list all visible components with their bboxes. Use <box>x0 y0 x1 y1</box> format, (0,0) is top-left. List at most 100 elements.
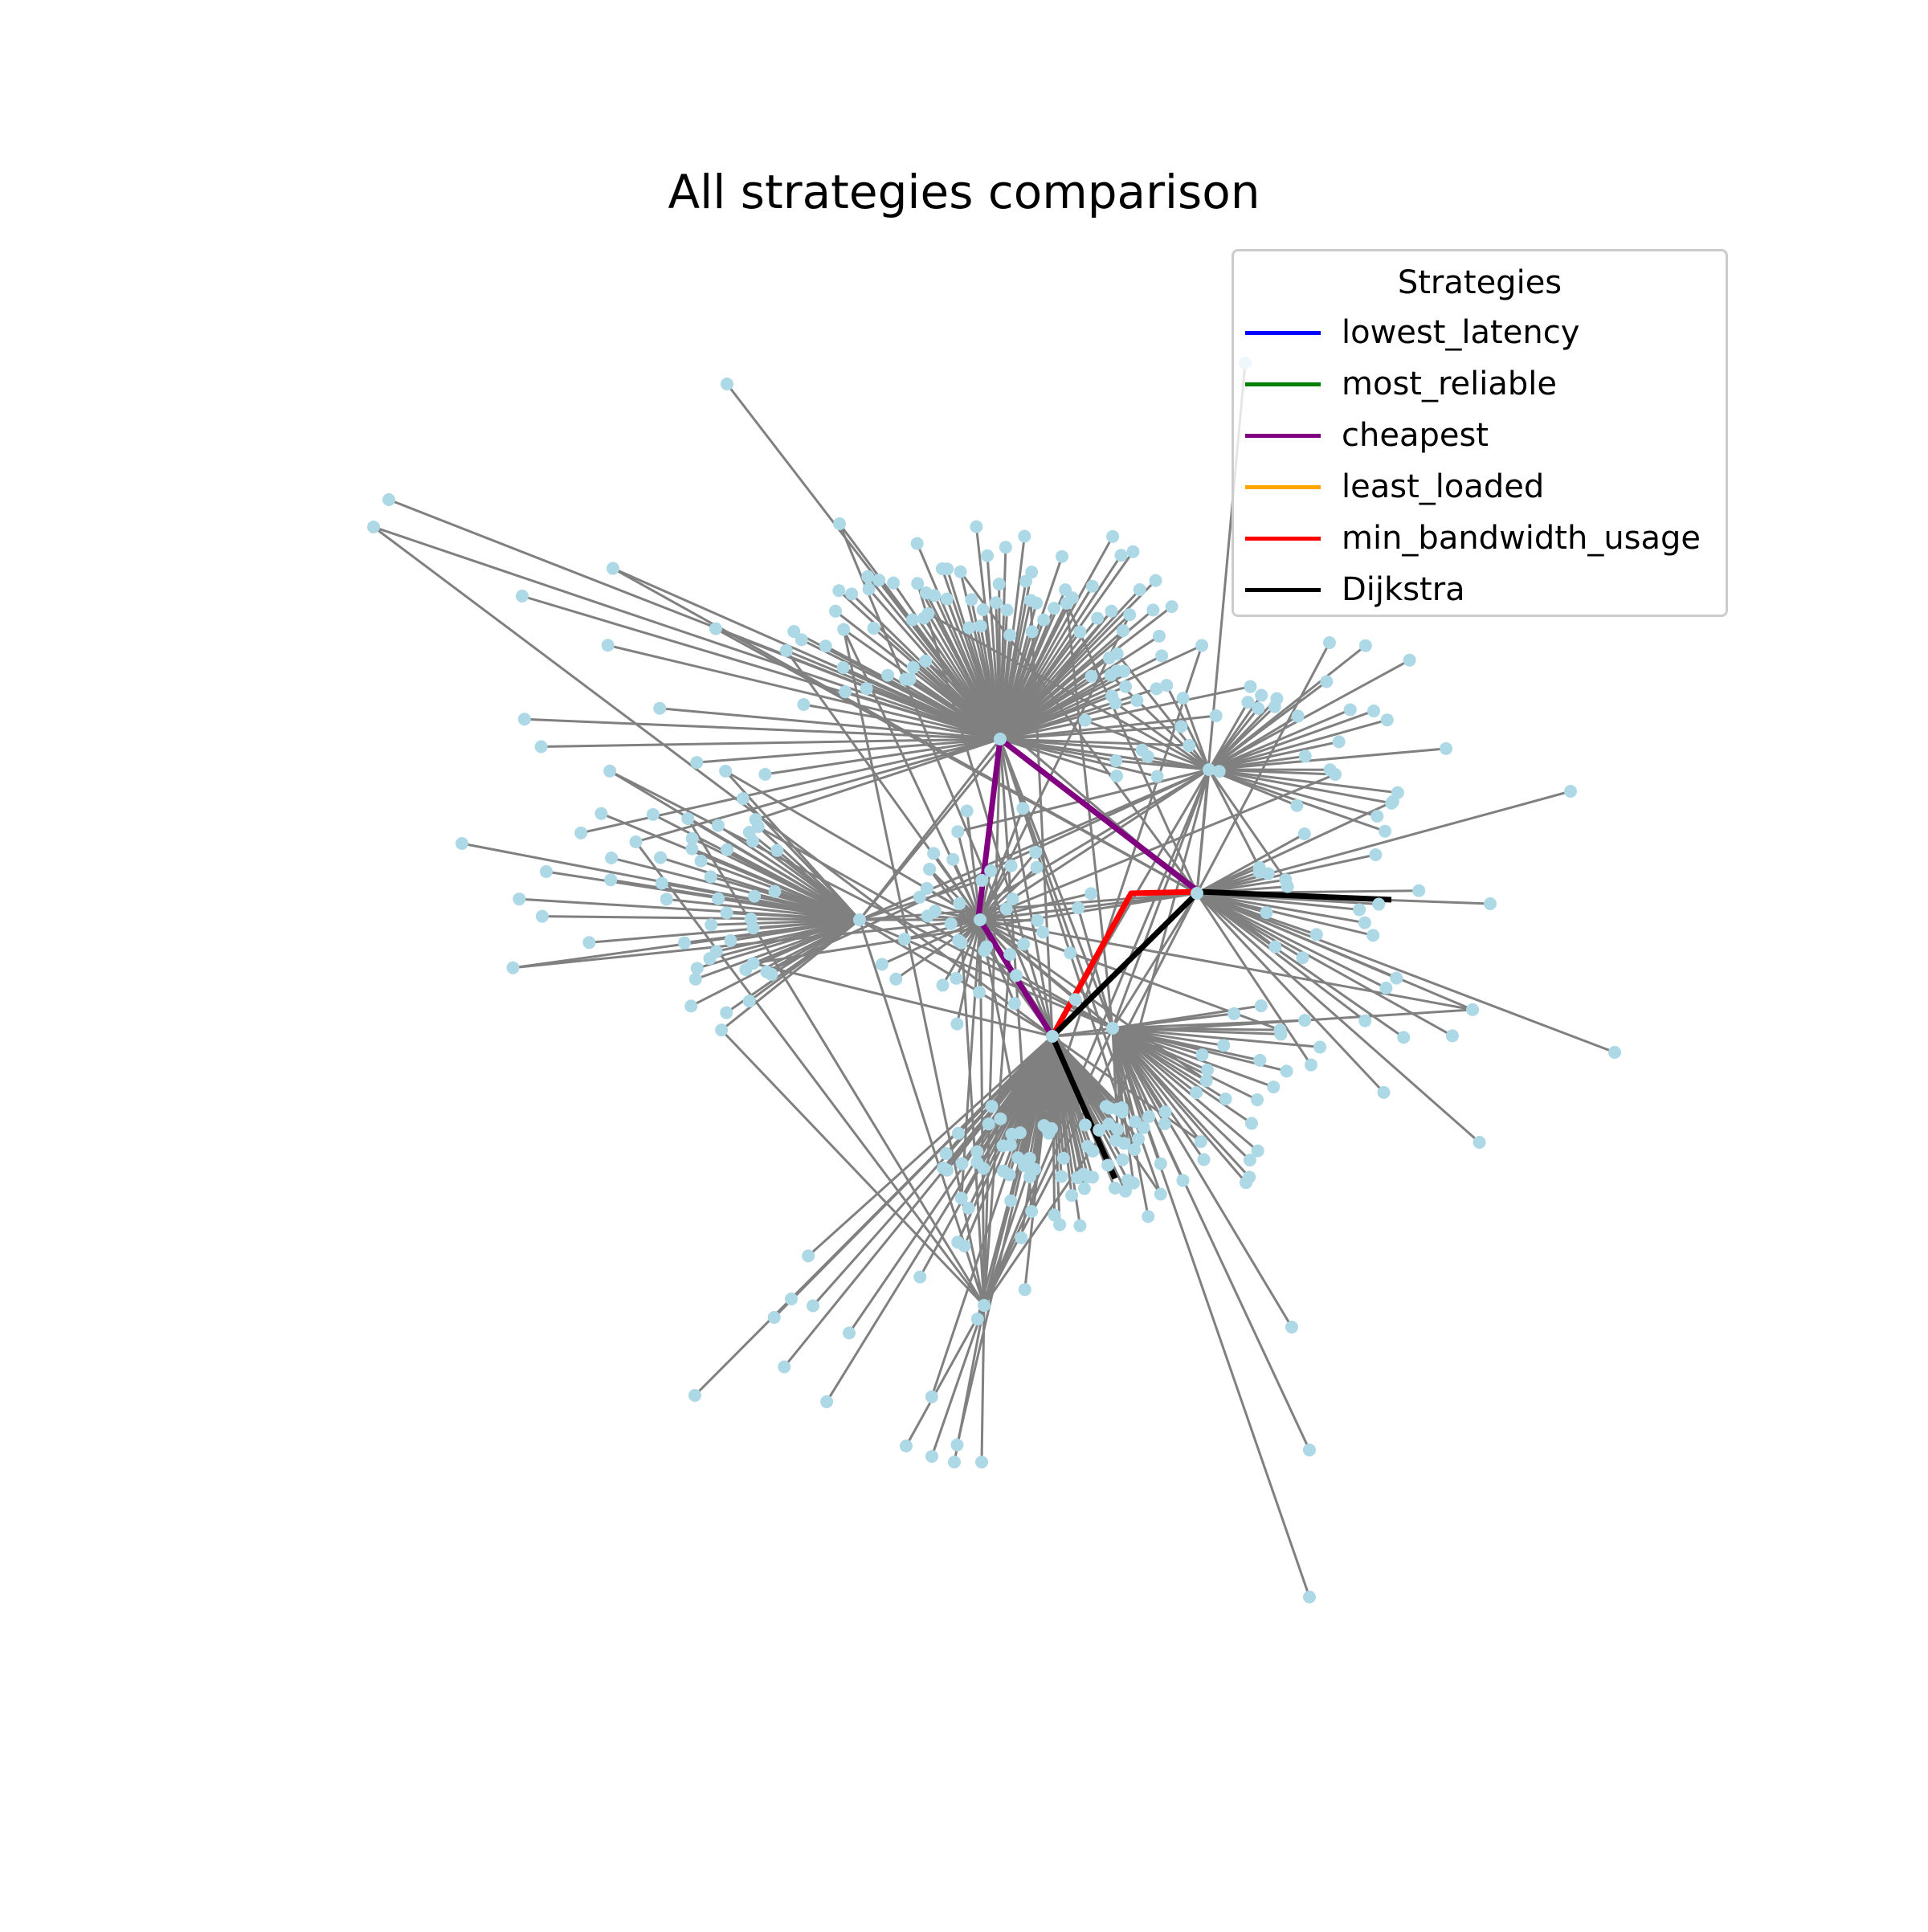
graph-node <box>1106 530 1119 543</box>
graph-node <box>1253 1054 1266 1067</box>
graph-node <box>973 986 986 999</box>
graph-node <box>1564 785 1577 798</box>
graph-node <box>709 623 722 635</box>
graph-node <box>743 995 756 1007</box>
graph-node <box>986 1100 999 1113</box>
graph-node <box>1255 999 1268 1012</box>
graph-node <box>1446 1029 1459 1042</box>
graph-node <box>1037 614 1050 627</box>
graph-edge <box>954 1305 984 1462</box>
graph-node <box>937 978 950 991</box>
graph-node <box>1166 600 1178 613</box>
graph-node <box>1003 948 1016 961</box>
graph-node <box>1268 941 1281 954</box>
graph-node <box>1440 742 1452 755</box>
graph-node <box>1130 694 1143 707</box>
graph-node <box>1358 917 1371 929</box>
graph-node <box>853 913 866 926</box>
graph-node <box>1146 603 1159 616</box>
graph-node <box>837 661 850 674</box>
graph-node <box>1109 754 1122 767</box>
graph-node <box>861 570 874 583</box>
graph-node <box>1466 1003 1479 1016</box>
graph-node <box>691 962 704 974</box>
graph-node <box>1197 1154 1210 1166</box>
legend-swatch-dijkstra <box>1245 588 1321 592</box>
graph-node <box>1244 1154 1256 1166</box>
graph-node <box>769 885 782 898</box>
graph-node <box>1015 1231 1027 1244</box>
graph-node <box>948 1456 961 1468</box>
graph-node <box>1005 1128 1018 1141</box>
graph-node <box>535 740 548 753</box>
graph-node <box>876 958 888 970</box>
graph-node <box>582 936 595 949</box>
graph-node <box>1142 750 1154 763</box>
graph-node <box>925 1391 938 1403</box>
graph-node <box>1085 670 1098 683</box>
graph-node <box>1000 903 1013 916</box>
graph-node <box>507 962 520 974</box>
graph-node <box>1245 1117 1258 1129</box>
graph-node <box>937 1162 950 1174</box>
graph-node <box>1379 825 1391 838</box>
graph-node <box>928 589 941 602</box>
graph-node <box>1174 720 1187 733</box>
graph-node <box>1150 574 1162 587</box>
graph-node <box>1084 887 1097 900</box>
graph-node <box>950 1439 963 1452</box>
graph-node <box>1086 580 1099 593</box>
graph-node <box>1372 898 1385 911</box>
graph-node <box>768 1311 781 1324</box>
graph-node <box>990 596 1003 609</box>
graph-node <box>1117 1137 1130 1150</box>
graph-node <box>688 1389 701 1402</box>
graph-node <box>653 702 666 715</box>
graph-node <box>1031 914 1044 927</box>
graph-node <box>1019 1283 1031 1296</box>
graph-node <box>1379 982 1392 995</box>
graph-node <box>977 603 990 616</box>
graph-node <box>1142 1110 1155 1123</box>
graph-node <box>721 378 733 390</box>
graph-node <box>689 973 702 986</box>
graph-node <box>837 623 850 636</box>
graph-node <box>1262 868 1275 880</box>
graph-node <box>778 1361 790 1374</box>
graph-node <box>1387 795 1399 808</box>
graph-node <box>1313 1040 1326 1053</box>
chart-title: All strategies comparison <box>0 165 1928 219</box>
graph-node <box>1281 1064 1293 1077</box>
graph-node <box>1397 1031 1410 1044</box>
graph-node <box>1159 1105 1172 1118</box>
graph-node <box>536 910 549 923</box>
graph-node <box>1031 861 1044 874</box>
graph-node <box>951 825 964 838</box>
graph-node <box>1219 1093 1232 1105</box>
legend-swatch-cheapest <box>1245 434 1321 438</box>
graph-node <box>1055 1170 1068 1183</box>
graph-node <box>1190 1086 1203 1099</box>
graph-node <box>1333 735 1346 748</box>
graph-node <box>994 733 1007 745</box>
graph-node <box>737 792 750 805</box>
graph-node <box>881 669 894 682</box>
graph-node <box>770 844 783 857</box>
graph-node <box>900 1440 913 1452</box>
graph-node <box>953 897 966 910</box>
graph-node <box>1196 1048 1209 1061</box>
graph-node <box>1367 705 1380 717</box>
graph-node <box>1310 928 1323 941</box>
graph-node <box>1008 997 1021 1010</box>
graph-node <box>1403 654 1416 667</box>
graph-node <box>797 698 810 711</box>
graph-node <box>1267 1080 1280 1093</box>
graph-node <box>367 521 380 533</box>
graph-node <box>1127 1177 1140 1190</box>
graph-edge <box>1113 1028 1309 1450</box>
graph-node <box>1154 1187 1167 1200</box>
graph-node <box>607 562 619 575</box>
graph-node <box>455 837 468 850</box>
graph-node <box>904 673 917 686</box>
